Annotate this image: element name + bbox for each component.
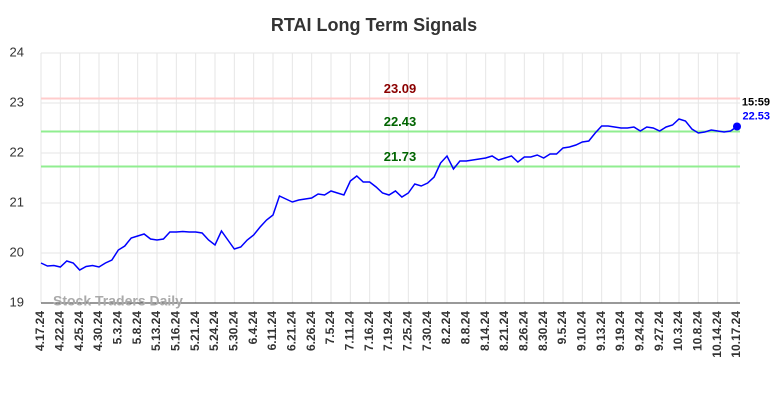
- x-tick-label: 4.17.24: [33, 311, 47, 351]
- x-tick-label: 7.19.24: [381, 311, 395, 351]
- y-tick-label: 24: [10, 44, 24, 59]
- x-tick-label: 7.5.24: [323, 311, 337, 345]
- x-tick-label: 7.16.24: [362, 311, 376, 351]
- x-tick-label: 7.11.24: [343, 311, 357, 351]
- x-tick-label: 8.8.24: [459, 311, 473, 345]
- chart-title: RTAI Long Term Signals: [271, 15, 477, 35]
- x-tick-label: 8.30.24: [536, 311, 550, 351]
- x-tick-label: 5.3.24: [111, 311, 125, 345]
- x-tick-label: 10.3.24: [671, 311, 685, 351]
- last-value: 22.53: [742, 110, 770, 122]
- x-tick-label: 7.25.24: [401, 311, 415, 351]
- reference-label: 22.43: [384, 114, 417, 129]
- watermark: Stock Traders Daily: [53, 293, 183, 309]
- x-tick-label: 6.26.24: [304, 311, 318, 351]
- y-tick-label: 22: [10, 144, 24, 159]
- x-tick-label: 8.26.24: [517, 311, 531, 351]
- x-tick-label: 9.10.24: [575, 311, 589, 351]
- y-tick-label: 20: [10, 244, 24, 259]
- x-tick-label: 10.14.24: [710, 311, 724, 358]
- x-tick-label: 9.5.24: [555, 311, 569, 345]
- x-tick-label: 9.24.24: [633, 311, 647, 351]
- price-line: [40, 118, 738, 271]
- x-tick-label: 4.22.24: [53, 311, 67, 351]
- x-tick-label: 8.21.24: [497, 311, 511, 351]
- x-tick-label: 4.25.24: [72, 311, 86, 351]
- x-tick-label: 6.4.24: [246, 311, 260, 345]
- x-tick-label: 10.17.24: [729, 311, 743, 358]
- x-tick-label: 5.24.24: [207, 311, 221, 351]
- y-tick-label: 21: [10, 194, 24, 209]
- y-tick-label: 19: [10, 294, 24, 309]
- x-tick-label: 6.21.24: [285, 311, 299, 351]
- x-tick-label: 9.19.24: [613, 311, 627, 351]
- x-tick-label: 7.30.24: [420, 311, 434, 351]
- x-tick-label: 5.16.24: [169, 311, 183, 351]
- x-tick-label: 5.13.24: [149, 311, 163, 351]
- x-tick-label: 5.8.24: [130, 311, 144, 345]
- x-tick-label: 8.14.24: [478, 311, 492, 351]
- x-tick-label: 5.30.24: [227, 311, 241, 351]
- x-tick-label: 10.8.24: [691, 311, 705, 351]
- x-tick-label: 6.11.24: [265, 311, 279, 351]
- last-time: 15:59: [742, 96, 770, 108]
- last-point: [733, 122, 741, 131]
- x-tick-label: 5.21.24: [188, 311, 202, 351]
- x-tick-label: 4.30.24: [91, 311, 105, 351]
- reference-label: 23.09: [384, 81, 417, 96]
- y-tick-label: 23: [10, 94, 24, 109]
- x-tick-label: 9.13.24: [594, 311, 608, 351]
- x-tick-label: 8.2.24: [439, 311, 453, 345]
- x-tick-label: 9.27.24: [652, 311, 666, 351]
- reference-label: 21.73: [384, 149, 417, 164]
